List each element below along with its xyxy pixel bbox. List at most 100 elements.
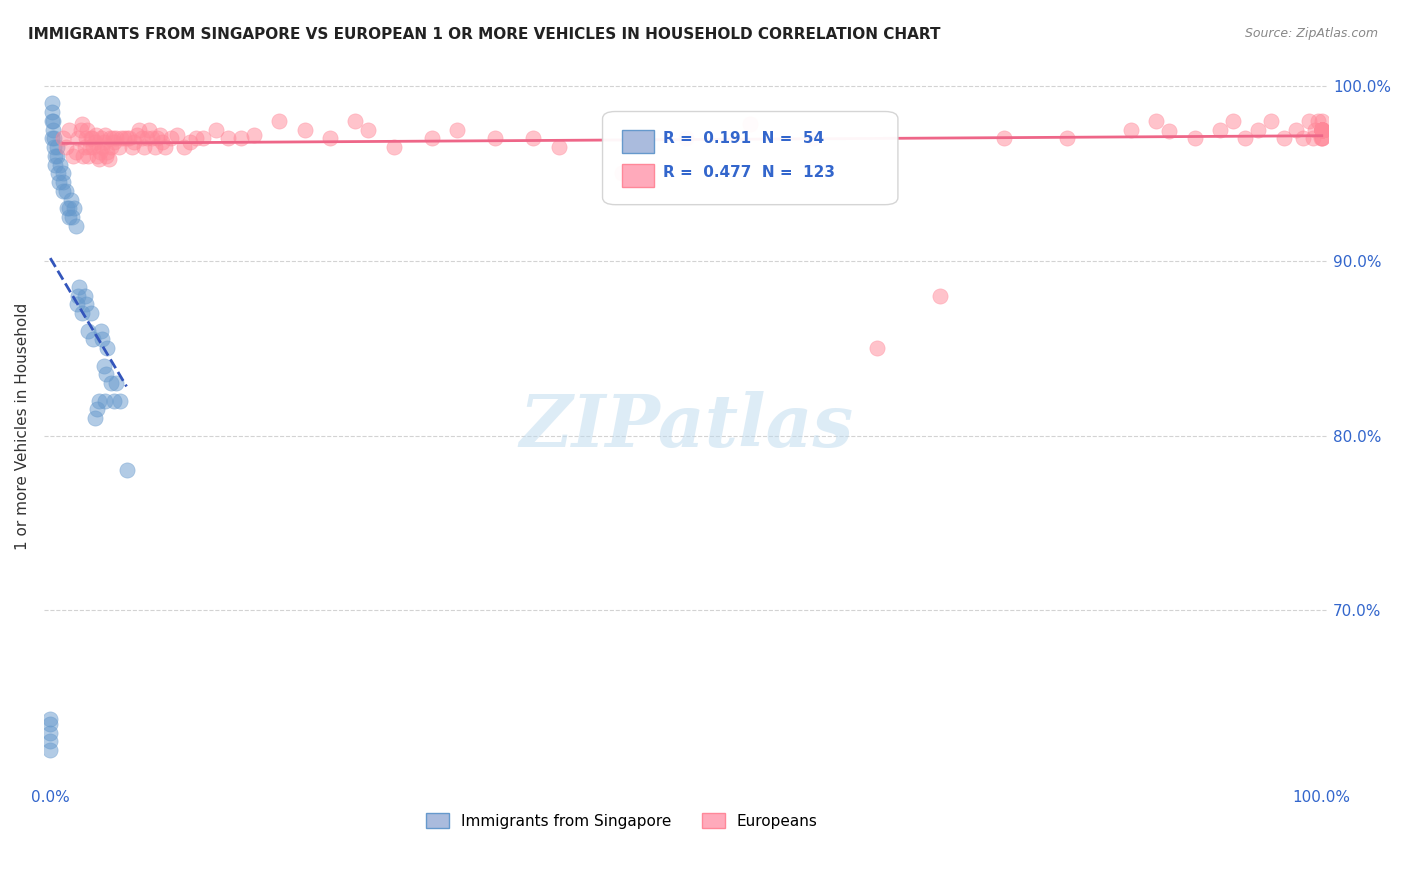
Point xyxy=(69,122,91,136)
Point xyxy=(1310,122,1333,136)
Point xyxy=(675,131,697,145)
Point xyxy=(63,202,86,216)
Point xyxy=(1310,122,1333,136)
Point xyxy=(46,166,69,180)
Point xyxy=(1310,122,1333,136)
Point xyxy=(65,145,87,160)
Point xyxy=(866,341,889,355)
Point xyxy=(993,131,1015,145)
Point xyxy=(49,158,72,172)
Point xyxy=(115,463,138,477)
Point xyxy=(1310,122,1333,136)
Point xyxy=(153,140,176,154)
Point xyxy=(70,306,93,320)
Point xyxy=(1306,114,1329,128)
Point xyxy=(186,131,208,145)
Point xyxy=(52,166,75,180)
Point xyxy=(52,184,75,198)
Point xyxy=(166,128,188,142)
Point xyxy=(1310,122,1333,136)
Point xyxy=(94,128,117,142)
Point xyxy=(128,122,150,136)
Point xyxy=(45,149,67,163)
Point xyxy=(1310,131,1333,145)
Point xyxy=(45,140,67,154)
Text: R =  0.477  N =  123: R = 0.477 N = 123 xyxy=(662,165,835,180)
Point xyxy=(82,140,104,154)
Point xyxy=(110,131,132,145)
Point xyxy=(41,96,63,111)
Point xyxy=(73,289,96,303)
Point xyxy=(55,184,77,198)
Point xyxy=(44,158,66,172)
Point xyxy=(67,131,90,145)
Point xyxy=(44,149,66,163)
Point xyxy=(204,122,226,136)
Point xyxy=(150,135,173,149)
Point xyxy=(1292,131,1315,145)
Point xyxy=(1310,122,1333,136)
Point xyxy=(1310,122,1333,136)
Point xyxy=(122,135,145,149)
Point xyxy=(48,175,70,189)
Point xyxy=(75,297,97,311)
FancyBboxPatch shape xyxy=(603,112,898,204)
Point xyxy=(1260,114,1282,128)
Point xyxy=(1298,114,1320,128)
Point xyxy=(83,135,105,149)
Point xyxy=(131,131,153,145)
Point xyxy=(100,140,122,154)
Point xyxy=(217,131,239,145)
Point xyxy=(58,210,80,224)
Point xyxy=(1310,122,1333,136)
Point xyxy=(83,411,105,425)
Point xyxy=(73,140,96,154)
Point xyxy=(929,289,952,303)
Point xyxy=(42,122,65,136)
Point xyxy=(382,140,405,154)
Point xyxy=(146,131,169,145)
Point xyxy=(118,131,141,145)
Point xyxy=(135,131,157,145)
Point xyxy=(125,128,148,142)
Point xyxy=(1310,122,1333,136)
Point xyxy=(344,114,367,128)
Point xyxy=(141,131,163,145)
Point xyxy=(138,122,160,136)
Point xyxy=(121,140,143,154)
Point xyxy=(1310,122,1333,136)
Point xyxy=(60,210,83,224)
Point xyxy=(89,145,111,160)
Point xyxy=(1310,122,1333,136)
Point xyxy=(522,131,544,145)
Y-axis label: 1 or more Vehicles in Household: 1 or more Vehicles in Household xyxy=(15,303,30,550)
Point xyxy=(105,376,128,390)
Point xyxy=(65,219,87,233)
Point xyxy=(1209,122,1232,136)
Point xyxy=(42,131,65,145)
Point xyxy=(143,140,166,154)
Point xyxy=(1310,122,1333,136)
Point xyxy=(84,128,107,142)
Point xyxy=(55,140,77,154)
Point xyxy=(108,393,131,408)
FancyBboxPatch shape xyxy=(621,164,654,186)
Legend: Immigrants from Singapore, Europeans: Immigrants from Singapore, Europeans xyxy=(419,806,824,835)
Point xyxy=(69,280,91,294)
Point xyxy=(41,114,63,128)
Point xyxy=(93,359,115,373)
Point xyxy=(52,175,75,189)
Point xyxy=(1310,122,1333,136)
Point xyxy=(1310,122,1333,136)
Point xyxy=(82,333,104,347)
Text: R =  0.191  N =  54: R = 0.191 N = 54 xyxy=(662,131,824,146)
Point xyxy=(96,341,118,355)
Point xyxy=(77,324,100,338)
Point xyxy=(39,725,62,739)
Point xyxy=(39,734,62,748)
Point xyxy=(105,131,128,145)
Point xyxy=(52,131,75,145)
Text: Source: ZipAtlas.com: Source: ZipAtlas.com xyxy=(1244,27,1378,40)
Point xyxy=(90,131,112,145)
Point xyxy=(67,289,90,303)
